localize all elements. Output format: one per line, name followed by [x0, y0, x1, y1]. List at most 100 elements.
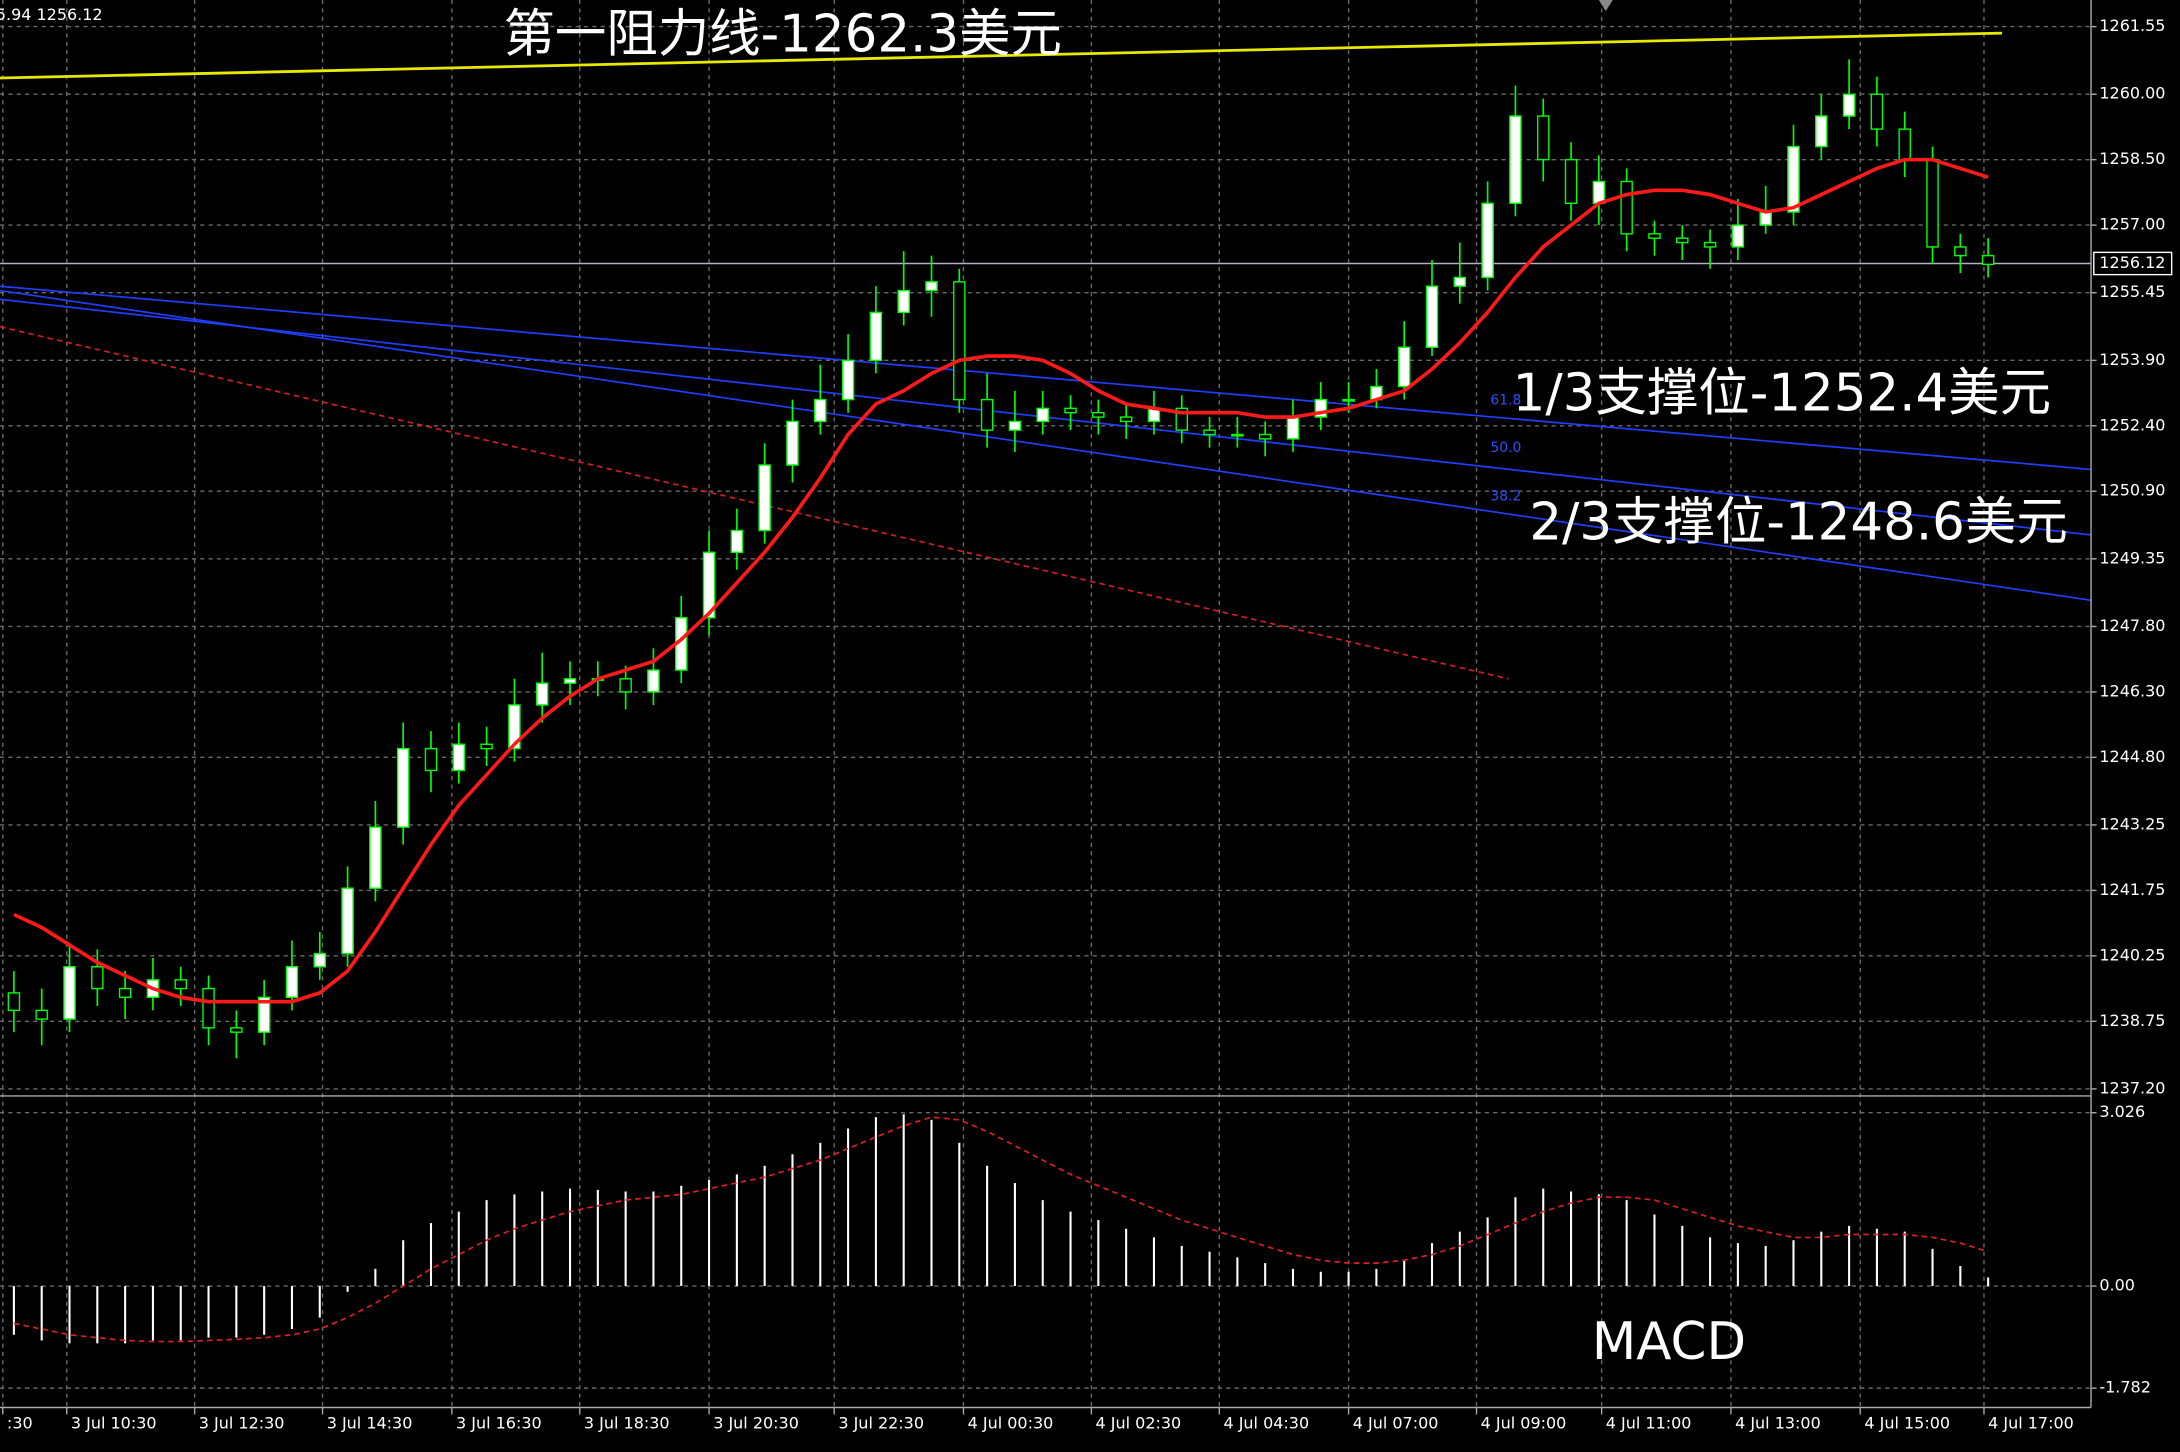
signal-line — [13, 1116, 1989, 1343]
candle-body — [1926, 158, 1939, 248]
candle-body — [230, 1027, 243, 1033]
candle-body — [1314, 398, 1328, 418]
indicator-title: MACD — [1592, 1312, 1746, 1372]
last-price-box — [2093, 251, 2173, 276]
x-tick-label: 3 Jul 14:30 — [327, 1414, 413, 1433]
candle-body — [869, 311, 883, 362]
x-tick-label: :30 — [7, 1414, 33, 1433]
y-tick-label: 3.026 — [2099, 1102, 2145, 1121]
candle-body — [396, 747, 410, 828]
candle-body — [508, 704, 521, 750]
candle-body — [313, 952, 327, 968]
x-tick-label: 3 Jul 10:30 — [71, 1414, 157, 1433]
candle-body — [1258, 433, 1272, 440]
candle-body — [1787, 145, 1800, 213]
annotation: 第一阻力线-1262.3美元 — [503, 5, 1062, 65]
candle-body — [480, 743, 493, 750]
candle-body — [980, 398, 994, 431]
candle-body — [202, 987, 215, 1029]
y-tick-label: 1243.25 — [2099, 814, 2165, 833]
x-tick-label: 4 Jul 00:30 — [968, 1414, 1054, 1433]
candle-body — [1092, 412, 1105, 418]
y-tick-label: 1252.40 — [2099, 415, 2165, 434]
fib-label: 61.8 — [1490, 393, 1521, 409]
x-tick-label: 4 Jul 04:30 — [1223, 1414, 1309, 1433]
candle-body — [1592, 180, 1606, 204]
candle-body — [341, 887, 354, 955]
candle-body — [1064, 407, 1077, 414]
candle-body — [424, 747, 438, 772]
trend-line — [0, 285, 2092, 471]
candle-body — [897, 289, 910, 314]
candle-body — [925, 281, 938, 292]
trend-line — [0, 31, 2003, 80]
candle-body — [1815, 115, 1828, 148]
annotation: 2/3支撑位-1248.6美元 — [1529, 493, 2067, 553]
candle-body — [1036, 407, 1049, 423]
y-tick-label: 1238.75 — [2099, 1011, 2165, 1030]
trend-line — [0, 289, 2092, 602]
candle-body — [285, 966, 299, 998]
fib-label: 38.2 — [1490, 489, 1521, 505]
candle-body — [257, 996, 271, 1033]
candle-body — [953, 281, 966, 401]
candle-body — [1008, 420, 1022, 431]
y-tick-label: 1237.20 — [2099, 1078, 2165, 1097]
candle-body — [1981, 254, 1995, 266]
candle-body — [1564, 158, 1578, 204]
x-tick-label: 3 Jul 18:30 — [584, 1414, 670, 1433]
candle-body — [535, 682, 549, 706]
candle-body — [1231, 433, 1244, 437]
candle-body — [1954, 246, 1967, 257]
y-tick-label: 1241.75 — [2099, 880, 2165, 899]
last-price-label: 1256.12 — [2099, 253, 2165, 272]
candle-body — [1119, 416, 1133, 423]
annotation: 1/3支撑位-1252.4美元 — [1513, 363, 2051, 423]
x-tick-label: 4 Jul 07:00 — [1353, 1414, 1439, 1433]
plot — [0, 31, 2092, 1344]
x-tick-label: 3 Jul 16:30 — [456, 1414, 542, 1433]
candle-body — [841, 359, 855, 401]
candle-body — [1453, 276, 1467, 287]
y-tick-label: 1249.35 — [2099, 548, 2165, 567]
candle-body — [1731, 224, 1745, 248]
candle-body — [814, 398, 827, 423]
grid — [0, 0, 2092, 1408]
candle-body — [118, 987, 132, 998]
y-tick-label: 1246.30 — [2099, 681, 2165, 700]
candle-body — [174, 979, 187, 990]
candle-body — [1342, 398, 1355, 402]
candle-body — [35, 1009, 48, 1020]
candle-body — [7, 992, 21, 1012]
candle-body — [1703, 241, 1717, 248]
y-tick-label: 1258.50 — [2099, 149, 2165, 168]
candle-body — [786, 420, 799, 466]
candle-body — [1481, 202, 1494, 279]
candle-body — [647, 669, 660, 693]
y-tick-label: 1240.25 — [2099, 945, 2165, 964]
candle-body — [1425, 285, 1439, 348]
x-tick-label: 3 Jul 12:30 — [199, 1414, 285, 1433]
x-tick-label: 4 Jul 13:00 — [1735, 1414, 1821, 1433]
candle-body — [1648, 233, 1661, 239]
candle-body — [63, 966, 76, 1020]
candle-body — [1397, 346, 1411, 388]
y-tick-label: 1253.90 — [2099, 350, 2165, 369]
x-tick-label: 4 Jul 02:30 — [1096, 1414, 1182, 1433]
candle-body — [619, 678, 632, 693]
y-tick-label: 0.00 — [2099, 1276, 2135, 1295]
y-tick-label: 1261.55 — [2099, 16, 2165, 35]
candle-body — [1620, 180, 1633, 235]
x-tick-label: 4 Jul 09:00 — [1481, 1414, 1567, 1433]
x-tick-label: 3 Jul 22:30 — [838, 1414, 924, 1433]
candle-body — [1898, 128, 1911, 161]
candle-body — [1676, 237, 1689, 244]
candle-body — [1203, 429, 1216, 436]
y-tick-label: -1.782 — [2099, 1378, 2151, 1397]
candle-body — [452, 743, 466, 772]
candle-body — [1509, 115, 1522, 204]
candle-body — [1286, 416, 1300, 440]
